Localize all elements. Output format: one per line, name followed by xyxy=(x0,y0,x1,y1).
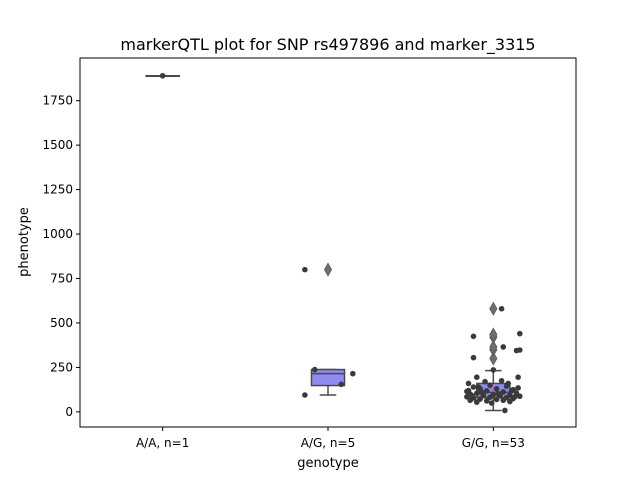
data-point xyxy=(483,398,490,404)
data-point xyxy=(302,266,308,273)
data-point xyxy=(159,72,166,79)
data-point xyxy=(516,330,523,337)
data-point xyxy=(507,398,513,405)
y-tick-label: 1500 xyxy=(42,138,73,152)
data-point xyxy=(487,382,493,389)
data-point xyxy=(493,396,500,403)
data-point xyxy=(464,393,470,400)
data-point xyxy=(490,367,497,373)
data-point xyxy=(498,377,505,384)
data-point xyxy=(470,354,477,361)
data-point xyxy=(475,384,482,390)
chart-title: markerQTL plot for SNP rs497896 and mark… xyxy=(120,35,535,55)
data-point xyxy=(470,384,477,390)
data-point xyxy=(516,347,523,353)
data-point xyxy=(500,389,507,395)
data-point xyxy=(474,374,480,381)
data-point xyxy=(488,400,495,406)
plot-area xyxy=(145,72,523,414)
data-point xyxy=(338,381,345,388)
x-tick-label: A/G, n=5 xyxy=(301,436,355,450)
data-point xyxy=(502,407,508,414)
data-point xyxy=(495,390,502,397)
data-point xyxy=(493,385,500,392)
box-group-2 xyxy=(310,262,346,396)
y-tick-label: 1250 xyxy=(42,183,73,197)
y-tick-label: 1000 xyxy=(42,227,73,241)
data-point xyxy=(505,380,512,387)
data-point xyxy=(483,388,490,394)
data-point xyxy=(515,374,521,381)
data-point xyxy=(470,333,477,340)
outlier-marker xyxy=(489,351,498,366)
x-tick-label: A/A, n=1 xyxy=(136,436,189,450)
data-point xyxy=(515,385,521,391)
outlier-marker xyxy=(323,262,333,277)
data-point xyxy=(500,397,507,404)
data-point xyxy=(478,389,485,396)
data-point xyxy=(302,392,308,398)
x-axis-label: genotype xyxy=(297,456,358,471)
data-point xyxy=(474,390,480,397)
y-tick-label: 500 xyxy=(50,316,73,330)
data-point xyxy=(469,392,475,399)
data-point xyxy=(311,366,318,373)
x-axis: A/A, n=1 A/G, n=5 G/G, n=53 xyxy=(136,427,525,450)
data-point xyxy=(487,394,493,401)
outlier-marker xyxy=(489,327,498,342)
data-point xyxy=(508,388,515,394)
data-point xyxy=(512,393,518,400)
data-point xyxy=(474,399,480,405)
x-tick-label: G/G, n=53 xyxy=(462,436,525,450)
data-point xyxy=(350,370,356,377)
y-tick-label: 1750 xyxy=(42,94,73,108)
data-point xyxy=(482,378,488,385)
outlier-marker xyxy=(489,339,498,355)
y-axis: 0 250 500 750 1000 1250 1500 1750 xyxy=(42,94,80,419)
data-point xyxy=(498,305,505,312)
y-tick-label: 0 xyxy=(65,405,73,419)
data-point xyxy=(500,344,507,350)
outlier-marker xyxy=(489,301,498,316)
y-axis-label: phenotype xyxy=(17,207,32,277)
data-point xyxy=(516,393,523,400)
y-tick-label: 250 xyxy=(50,360,73,374)
data-point xyxy=(467,397,473,404)
data-point xyxy=(465,380,472,387)
y-tick-label: 750 xyxy=(50,272,73,286)
data-point xyxy=(465,387,472,394)
